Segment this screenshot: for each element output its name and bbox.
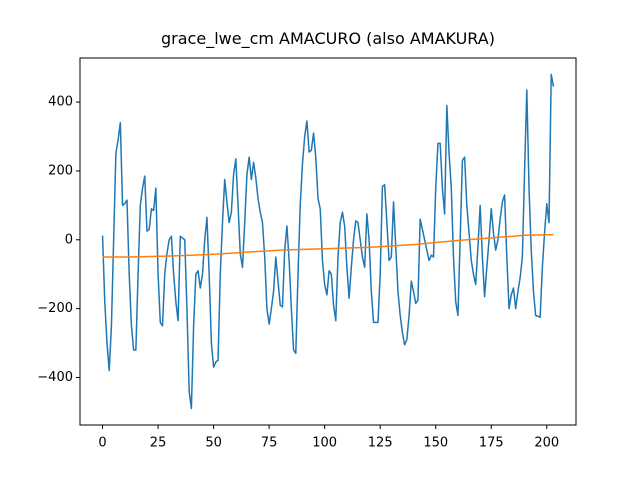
x-tick-label: 200 — [534, 436, 559, 451]
x-tick-label: 125 — [368, 436, 393, 451]
x-tick-label: 175 — [479, 436, 504, 451]
y-tick-label: −200 — [37, 301, 73, 316]
x-tick-label: 100 — [312, 436, 337, 451]
y-tick-label: −400 — [37, 370, 73, 385]
x-tick-label: 75 — [261, 436, 278, 451]
x-tick-label: 25 — [150, 436, 167, 451]
y-tick-label: 0 — [65, 232, 73, 247]
axes-frame — [79, 57, 577, 426]
y-tick-label: 400 — [48, 95, 73, 110]
x-tick-label: 150 — [423, 436, 448, 451]
data-line — [102, 233, 554, 258]
chart-title: grace_lwe_cm AMACURO (also AMAKURA) — [161, 29, 495, 49]
x-tick-label: 50 — [205, 436, 222, 451]
data-line — [101, 73, 555, 410]
y-tick-label: 200 — [48, 163, 73, 178]
x-tick-label: 0 — [98, 436, 106, 451]
